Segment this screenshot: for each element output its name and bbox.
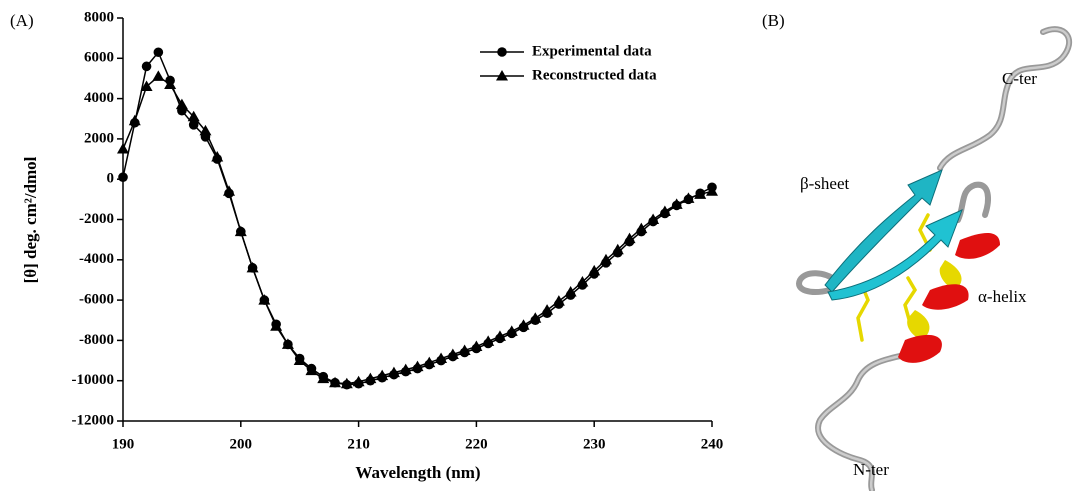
legend-label: Experimental data: [532, 43, 652, 59]
triangle-marker: [340, 377, 353, 389]
alpha-helix: [898, 233, 1000, 363]
triangle-marker: [552, 295, 565, 306]
x-tick-label: 200: [230, 436, 253, 452]
triangle-marker: [493, 330, 506, 341]
triangle-marker: [199, 124, 212, 136]
series-line: [122, 75, 713, 385]
triangle-marker: [611, 243, 624, 255]
series-line: [122, 50, 713, 386]
triangle-marker: [211, 151, 224, 162]
triangle-marker: [496, 70, 508, 81]
triangle-marker: [411, 360, 424, 372]
x-tick-label: 240: [701, 436, 724, 452]
triangle-marker: [541, 304, 554, 315]
x-tick-label: 220: [465, 436, 488, 452]
triangle-marker: [293, 354, 306, 366]
triangle-marker: [588, 264, 601, 276]
triangle-marker: [352, 375, 365, 387]
triangle-marker: [399, 363, 412, 375]
protein-structure: [796, 26, 1073, 491]
y-axis-title: [θ] deg. cm²/dmol: [21, 156, 40, 283]
y-tick-label: -4000: [79, 251, 114, 267]
triangle-marker: [647, 213, 660, 224]
x-tick-label: 210: [347, 436, 370, 452]
triangle-marker: [175, 98, 188, 110]
structure-label: β-sheet: [800, 174, 850, 193]
circle-marker: [141, 61, 152, 72]
triangle-marker: [246, 261, 259, 273]
triangle-marker: [164, 78, 177, 89]
triangle-marker: [435, 352, 448, 364]
x-axis-title: Wavelength (nm): [355, 463, 480, 482]
triangle-marker: [623, 232, 636, 244]
triangle-marker: [599, 253, 612, 265]
triangle-marker: [706, 185, 718, 196]
structure-label: α-helix: [978, 287, 1027, 306]
triangle-marker: [482, 335, 495, 346]
y-tick-label: -2000: [79, 211, 114, 227]
triangle-marker: [305, 364, 318, 376]
triangle-marker: [529, 312, 542, 323]
triangle-marker: [423, 356, 436, 368]
circle-marker: [153, 47, 164, 58]
panel-label: (A): [10, 11, 34, 30]
y-tick-label: -10000: [72, 372, 115, 388]
circle-marker: [497, 47, 507, 57]
legend-label: Reconstructed data: [532, 67, 657, 83]
x-tick-label: 190: [112, 436, 135, 452]
triangle-marker: [470, 340, 483, 351]
structure-label: N-ter: [853, 460, 889, 479]
triangle-marker: [576, 275, 589, 287]
triangle-marker: [387, 366, 400, 378]
triangle-marker: [223, 185, 236, 196]
triangle-marker: [670, 198, 683, 209]
triangle-marker: [140, 80, 153, 92]
triangle-marker: [505, 325, 518, 336]
triangle-marker: [234, 225, 247, 237]
x-tick-label: 230: [583, 436, 606, 452]
triangle-marker: [281, 338, 294, 349]
triangle-marker: [658, 205, 671, 216]
triangle-marker: [128, 114, 141, 126]
circle-marker: [188, 119, 199, 130]
triangle-marker: [258, 294, 271, 305]
triangle-marker: [635, 222, 648, 234]
y-tick-label: 8000: [84, 9, 114, 25]
y-tick-label: 0: [107, 171, 115, 187]
triangle-marker: [152, 70, 165, 81]
circle-marker: [118, 172, 128, 182]
triangle-marker: [694, 188, 707, 199]
y-tick-label: -12000: [72, 412, 115, 428]
triangle-marker: [458, 344, 471, 355]
structure-label: C-ter: [1002, 69, 1037, 88]
triangle-marker: [187, 110, 200, 122]
beta-strands: [824, 169, 963, 301]
triangle-marker: [564, 286, 577, 297]
triangle-marker: [682, 192, 695, 203]
y-tick-label: 4000: [84, 90, 114, 106]
triangle-marker: [446, 348, 459, 360]
triangle-marker: [517, 319, 530, 330]
triangle-marker: [364, 372, 377, 384]
triangle-marker: [317, 372, 330, 384]
panel-label: (B): [762, 11, 785, 30]
triangle-marker: [329, 376, 342, 388]
y-tick-label: 6000: [84, 50, 114, 66]
triangle-marker: [270, 320, 283, 331]
y-tick-label: -6000: [79, 292, 114, 308]
triangle-marker: [117, 142, 129, 154]
y-tick-label: -8000: [79, 332, 114, 348]
y-tick-label: 2000: [84, 130, 114, 146]
triangle-marker: [376, 369, 389, 381]
